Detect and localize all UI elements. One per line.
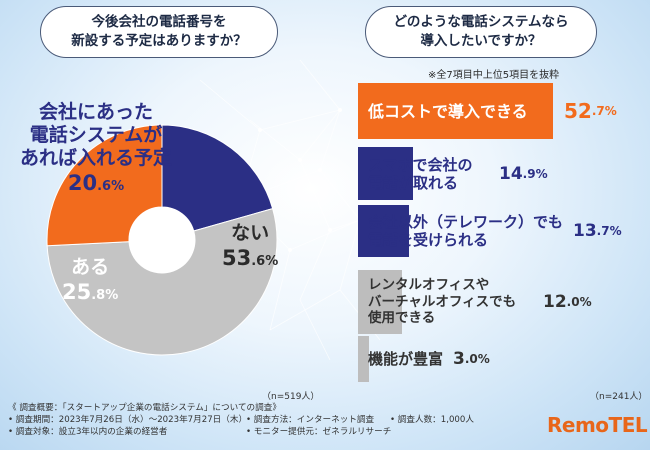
bar-label-3-line-1: バーチャルオフィスでも	[368, 293, 517, 310]
bar-n-label: （n=241人）	[590, 392, 648, 402]
bar-label-0: 低コストで導入できる	[368, 83, 528, 139]
pie-slice-0-label-line-2: 電話システムが	[29, 124, 163, 146]
bar-2	[358, 205, 409, 257]
bar-question-line-2: 導入したいですか？	[420, 33, 542, 49]
bar-1	[358, 147, 414, 200]
bar-value-2: 13.7%	[573, 221, 622, 241]
bar-0	[358, 83, 553, 139]
bar-row-4: 機能が豊富 3.0%	[358, 336, 643, 382]
donut-hole	[129, 207, 195, 273]
bar-label-1-line-1: 電話が取れる	[368, 173, 459, 192]
bar-value-4: 3.0%	[453, 349, 490, 369]
footer-period: • 調査期間：2023年7月26日（水）〜2023年7月27日（木）	[8, 415, 248, 425]
footer-method: • 調査方法：インターネット調査	[246, 415, 375, 425]
remotel-logo: RemoTEL	[547, 413, 648, 437]
bar-label-3: レンタルオフィスや バーチャルオフィスでも 使用できる	[368, 270, 516, 334]
bar-label-2: 会社以外（テレワーク）でも 電話を受けられる	[368, 205, 563, 257]
bar-row-3: レンタルオフィスや バーチャルオフィスでも 使用できる 12.0%	[358, 270, 643, 334]
bar-label-3-line-2: 使用できる	[368, 310, 436, 327]
bar-label-2-line-0: 会社以外（テレワーク）でも	[368, 213, 564, 231]
bar-value-0: 52.7%	[564, 99, 617, 123]
bar-label-4-line-0: 機能が豊富	[368, 350, 444, 368]
pie-slice-0-label-line-1: 会社にあった	[39, 101, 154, 123]
footer-count: • 調査人数：1,000人	[390, 415, 474, 425]
pie-slice-1-value: 53.6%	[222, 246, 279, 270]
footer-target: • 調査対象：設立3年以内の企業の経営者	[8, 427, 168, 437]
pie-slice-0-label-line-3: あれば入れる予定	[20, 147, 173, 169]
bar-label-1: スマホで会社の 電話が取れる	[368, 147, 473, 200]
pie-label-slice-2: ある 25.8%	[62, 256, 118, 309]
pie-label-slice-1: ない 53.6%	[222, 222, 278, 275]
bar-label-4: 機能が豊富	[368, 336, 443, 382]
bar-label-3-line-0: レンタルオフィスや	[368, 277, 490, 294]
pie-question-line-2: 新設する予定はありますか？	[71, 33, 247, 49]
bar-question-box: どのような電話システムなら 導入したいですか？	[365, 6, 597, 58]
footer-title: 《 調査概要：「スタートアップ企業の電話システム」についての調査》	[8, 403, 281, 413]
bar-label-0-line-0: 低コストで導入できる	[368, 101, 528, 121]
bar-question-line-1: どのような電話システムなら	[393, 14, 569, 30]
pie-slice-0-value: 20.6%	[67, 171, 125, 195]
pie-slice-2-value: 25.8%	[62, 280, 119, 304]
bar-4	[358, 336, 370, 382]
bar-row-1: スマホで会社の 電話が取れる 14.9%	[358, 147, 643, 200]
pie-question-box: 今後会社の電話番号を 新設する予定はありますか？	[40, 6, 278, 58]
bar-chart-note: ※全7項目中上位5項目を抜粋	[428, 70, 560, 81]
pie-label-slice-0: 会社にあった 電話システムが あれば入れる予定 20.6%	[20, 101, 172, 200]
pie-n-label: （n=519人）	[262, 392, 320, 402]
survey-footer: 《 調査概要：「スタートアップ企業の電話システム」についての調査》 • 調査期間…	[8, 402, 568, 438]
bar-label-2-line-1: 電話を受けられる	[368, 231, 489, 249]
pie-slice-1-label: ない	[231, 222, 270, 244]
pie-question-line-1: 今後会社の電話番号を	[91, 14, 227, 30]
bar-3	[358, 270, 403, 334]
pie-slice-2-label: ある	[71, 256, 110, 278]
bar-value-3: 12.0%	[543, 292, 592, 312]
bar-value-1: 14.9%	[499, 163, 548, 184]
footer-provider: • モニター提供元：ゼネラルリサーチ	[246, 427, 392, 437]
bar-row-2: 会社以外（テレワーク）でも 電話を受けられる 13.7%	[358, 205, 643, 257]
bar-row-0: 低コストで導入できる 52.7%	[358, 83, 643, 139]
bar-label-1-line-0: スマホで会社の	[368, 155, 473, 174]
